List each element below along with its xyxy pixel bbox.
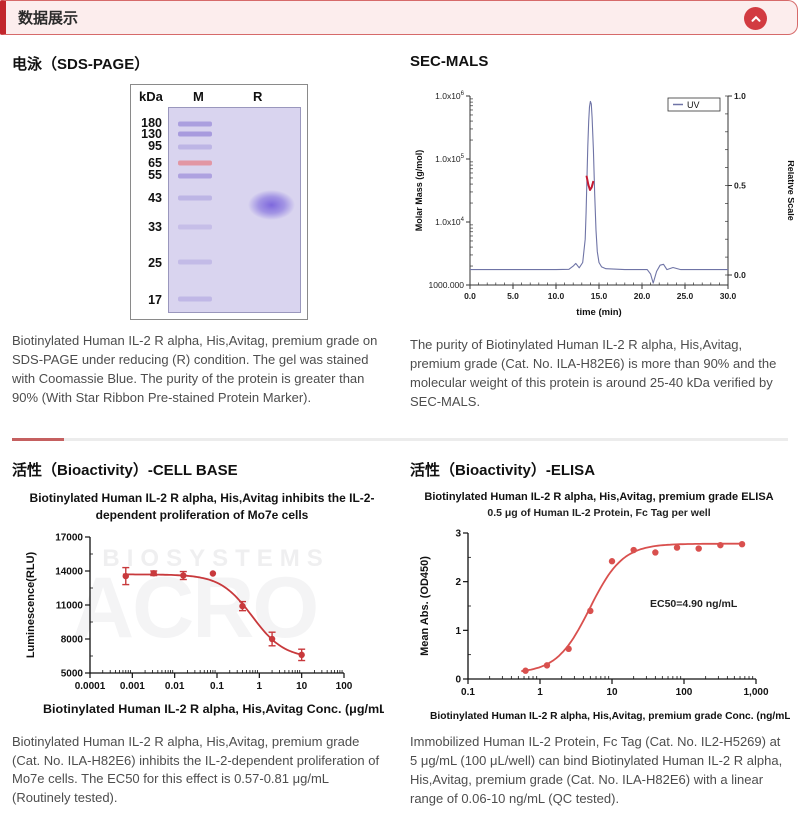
gel-marker-band <box>178 224 213 230</box>
back-to-top-button[interactable] <box>744 7 767 30</box>
cell-base-heading: 活性（Bioactivity）-CELL BASE <box>12 462 238 480</box>
divider-accent <box>12 438 64 442</box>
svg-text:2: 2 <box>455 577 461 588</box>
svg-text:8000: 8000 <box>61 634 84 645</box>
svg-text:1: 1 <box>257 681 263 692</box>
svg-text:10: 10 <box>606 687 618 698</box>
gel-marker-lane-label: M <box>193 89 204 104</box>
gel-marker-band <box>178 160 213 166</box>
gel-marker-band <box>178 131 213 137</box>
svg-text:1,000: 1,000 <box>743 687 768 698</box>
bottom-section: 活性（Bioactivity）-CELL BASE Biotinylated H… <box>0 441 800 821</box>
svg-text:10: 10 <box>296 681 308 692</box>
gel-marker-weight: 17 <box>148 292 162 307</box>
svg-text:0.1: 0.1 <box>461 687 475 698</box>
gel-marker-weight: 95 <box>148 138 162 153</box>
page-header: 数据展示 <box>0 0 798 35</box>
svg-text:0.001: 0.001 <box>120 681 145 692</box>
elisa-chart: 0 1 2 3 0.1 1 10 100 1,000 Biotinylated Human IL-… <box>410 521 790 723</box>
top-section: 电泳（SDS-PAGE） kDa M R 180 130 95 65 55 43 33 25 1… <box>0 35 800 424</box>
section-divider <box>12 438 788 442</box>
sec-mals-chart: 1.0x106 1.0x105 1.0x104 1000.000 1.0 0.5 0.0 0.… <box>410 80 794 330</box>
elisa-panel: 活性（Bioactivity）-ELISA Biotinylated Human… <box>410 445 790 821</box>
sec-mals-caption: The purity of Biotinylated Human IL-2 R … <box>410 337 777 409</box>
svg-text:Biotinylated Human IL-2 R alph: Biotinylated Human IL-2 R alpha, His,Avi… <box>43 704 384 716</box>
svg-text:1.0x106: 1.0x106 <box>435 91 465 101</box>
svg-text:Relative Scale: Relative Scale <box>786 160 794 221</box>
gel-marker-band <box>178 195 213 201</box>
svg-text:Molar Mass (g/mol): Molar Mass (g/mol) <box>414 150 424 232</box>
svg-text:14000: 14000 <box>55 566 83 577</box>
svg-text:1000.000: 1000.000 <box>429 280 465 290</box>
svg-text:0.1: 0.1 <box>210 681 224 692</box>
gel-marker-weight: 130 <box>141 126 162 141</box>
svg-text:0.0: 0.0 <box>464 291 476 301</box>
gel-marker-labels: 180 130 95 65 55 43 33 25 17 <box>131 107 164 313</box>
elisa-chart-subtitle: 0.5 μg of Human IL-2 Protein, Fc Tag per… <box>487 507 711 520</box>
svg-text:1.0x104: 1.0x104 <box>435 217 465 227</box>
gel-marker-weight: 65 <box>148 156 162 171</box>
sds-page-heading: 电泳（SDS-PAGE） <box>12 56 150 73</box>
watermark-text: BIOSYSTEMS <box>102 544 330 572</box>
svg-text:10.0: 10.0 <box>548 291 565 301</box>
sds-page-caption: Biotinylated Human IL-2 R alpha, His,Avi… <box>12 333 378 405</box>
cell-base-chart: BIOSYSTEMS ACRO 5000 8000 11000 14000 17000 0… <box>12 525 390 717</box>
cell-base-panel: 活性（Bioactivity）-CELL BASE Biotinylated H… <box>12 445 390 821</box>
sec-mals-heading: SEC-MALS <box>410 53 489 70</box>
svg-text:100: 100 <box>676 687 693 698</box>
gel-sample-lane-label: R <box>253 89 263 104</box>
svg-text:20.0: 20.0 <box>634 291 651 301</box>
gel-strip <box>168 107 301 313</box>
svg-text:3: 3 <box>455 529 461 540</box>
svg-text:25.0: 25.0 <box>677 291 694 301</box>
svg-text:100: 100 <box>336 681 353 692</box>
elisa-chart-title: Biotinylated Human IL-2 R alpha, His,Avi… <box>424 491 774 504</box>
gel-marker-weight: 25 <box>148 255 162 270</box>
sds-page-panel: 电泳（SDS-PAGE） kDa M R 180 130 95 65 55 43 33 25 1… <box>12 39 390 424</box>
svg-text:Luminescence(RLU): Luminescence(RLU) <box>25 551 37 658</box>
svg-text:1: 1 <box>537 687 543 698</box>
gel-marker-weight: 180 <box>141 116 162 131</box>
cell-chart-title: Biotinylated Human IL-2 R alpha, His,Avi… <box>29 491 375 522</box>
sec-mals-panel: SEC-MALS 1.0x106 1.0x105 1.0x104 1000.000 1.… <box>410 39 794 424</box>
elisa-heading: 活性（Bioactivity）-ELISA <box>410 462 596 480</box>
gel-marker-band <box>178 144 213 150</box>
svg-text:0.0: 0.0 <box>734 270 746 280</box>
cell-base-caption: Biotinylated Human IL-2 R alpha, His,Avi… <box>12 733 380 806</box>
svg-text:1.0x105: 1.0x105 <box>435 154 465 164</box>
sds-gel-figure: kDa M R 180 130 95 65 55 43 33 25 17 <box>130 84 308 320</box>
gel-marker-weight: 33 <box>148 219 162 234</box>
elisa-caption: Immobilized Human IL-2 Protein, Fc Tag (… <box>410 734 783 806</box>
gel-marker-band <box>178 259 213 265</box>
svg-text:11000: 11000 <box>56 600 84 611</box>
chevron-up-icon <box>749 12 763 26</box>
svg-text:0: 0 <box>455 675 461 686</box>
svg-text:1.0: 1.0 <box>734 91 746 101</box>
svg-text:1: 1 <box>455 626 461 637</box>
svg-text:0.5: 0.5 <box>734 181 746 191</box>
svg-text:30.0: 30.0 <box>720 291 737 301</box>
gel-sample-band <box>247 189 295 221</box>
svg-text:17000: 17000 <box>55 532 83 543</box>
svg-text:Mean Abs. (OD450): Mean Abs. (OD450) <box>419 556 431 656</box>
svg-text:5.0: 5.0 <box>507 291 519 301</box>
svg-text:5000: 5000 <box>61 668 84 679</box>
gel-marker-weight: 55 <box>148 168 162 183</box>
gel-marker-band <box>178 121 213 127</box>
svg-text:time (min): time (min) <box>576 307 621 318</box>
svg-text:0.01: 0.01 <box>165 681 185 692</box>
svg-text:UV: UV <box>687 100 700 110</box>
page-title: 数据展示 <box>18 10 79 27</box>
svg-text:0.0001: 0.0001 <box>75 681 106 692</box>
svg-text:15.0: 15.0 <box>591 291 608 301</box>
svg-text:EC50=4.90 ng/mL: EC50=4.90 ng/mL <box>650 598 738 610</box>
svg-text:Biotinylated Human IL-2 R alph: Biotinylated Human IL-2 R alpha, His,Avi… <box>430 711 790 722</box>
gel-marker-weight: 43 <box>148 191 162 206</box>
gel-marker-band <box>178 173 213 179</box>
gel-unit-label: kDa <box>139 89 163 104</box>
gel-marker-band <box>178 296 213 302</box>
